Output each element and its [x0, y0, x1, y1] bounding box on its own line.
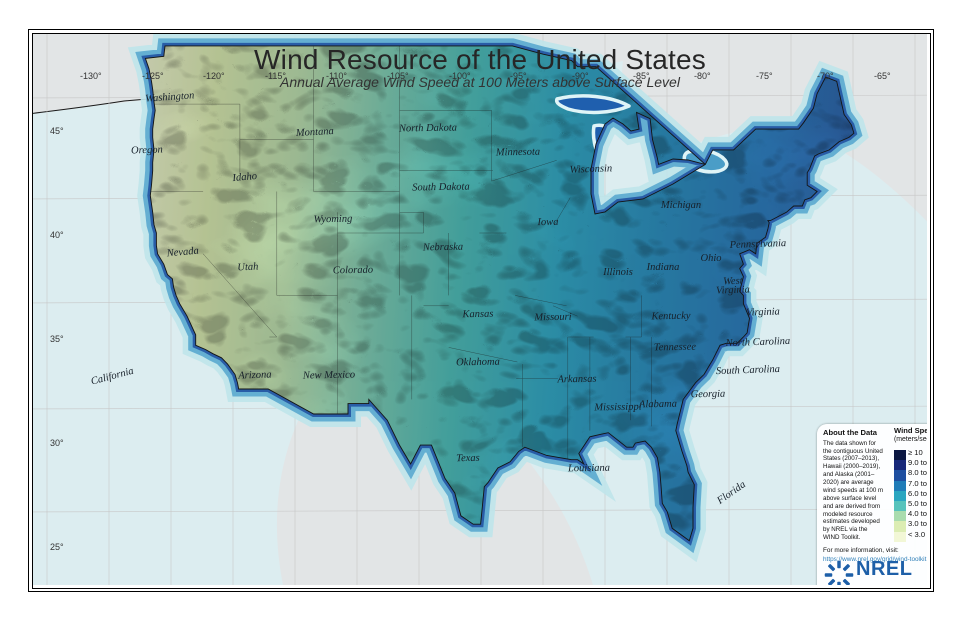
svg-text:Virginia: Virginia — [716, 284, 750, 296]
svg-text:South Dakota: South Dakota — [412, 181, 470, 193]
svg-text:Utah: Utah — [237, 261, 259, 273]
svg-text:Arkansas: Arkansas — [556, 374, 596, 386]
svg-text:Pennsylvania: Pennsylvania — [728, 238, 786, 251]
svg-text:North Carolina: North Carolina — [724, 336, 790, 349]
svg-text:Indiana: Indiana — [646, 262, 680, 273]
svg-text:Missouri: Missouri — [533, 312, 572, 324]
svg-text:South Carolina: South Carolina — [716, 364, 780, 377]
svg-text:Alabama: Alabama — [638, 399, 677, 411]
svg-text:Minnesota: Minnesota — [495, 147, 541, 159]
svg-text:Arizona: Arizona — [237, 369, 272, 381]
svg-text:Louisiana: Louisiana — [567, 463, 610, 475]
svg-text:Oregon: Oregon — [131, 144, 163, 156]
svg-text:Wisconsin: Wisconsin — [569, 163, 612, 175]
svg-text:Iowa: Iowa — [536, 217, 558, 228]
svg-text:Kansas: Kansas — [461, 309, 493, 321]
svg-text:Wyoming: Wyoming — [314, 214, 353, 226]
svg-text:Mississippi: Mississippi — [593, 402, 642, 414]
svg-text:Kentucky: Kentucky — [650, 311, 691, 323]
svg-text:Tennessee: Tennessee — [654, 342, 697, 354]
svg-text:Idaho: Idaho — [231, 171, 257, 184]
svg-text:Nebraska: Nebraska — [422, 242, 463, 254]
svg-text:Michigan: Michigan — [660, 200, 701, 211]
svg-text:Oklahoma: Oklahoma — [456, 357, 500, 369]
svg-text:Illinois: Illinois — [602, 267, 633, 278]
svg-text:Virginia: Virginia — [746, 306, 780, 318]
svg-text:North Dakota: North Dakota — [398, 122, 457, 134]
svg-text:Ohio: Ohio — [701, 253, 722, 264]
svg-text:New Mexico: New Mexico — [302, 370, 355, 382]
svg-text:Colorado: Colorado — [333, 265, 373, 277]
svg-text:Montana: Montana — [295, 126, 334, 139]
svg-text:Texas: Texas — [456, 453, 480, 464]
svg-text:Georgia: Georgia — [691, 389, 726, 401]
